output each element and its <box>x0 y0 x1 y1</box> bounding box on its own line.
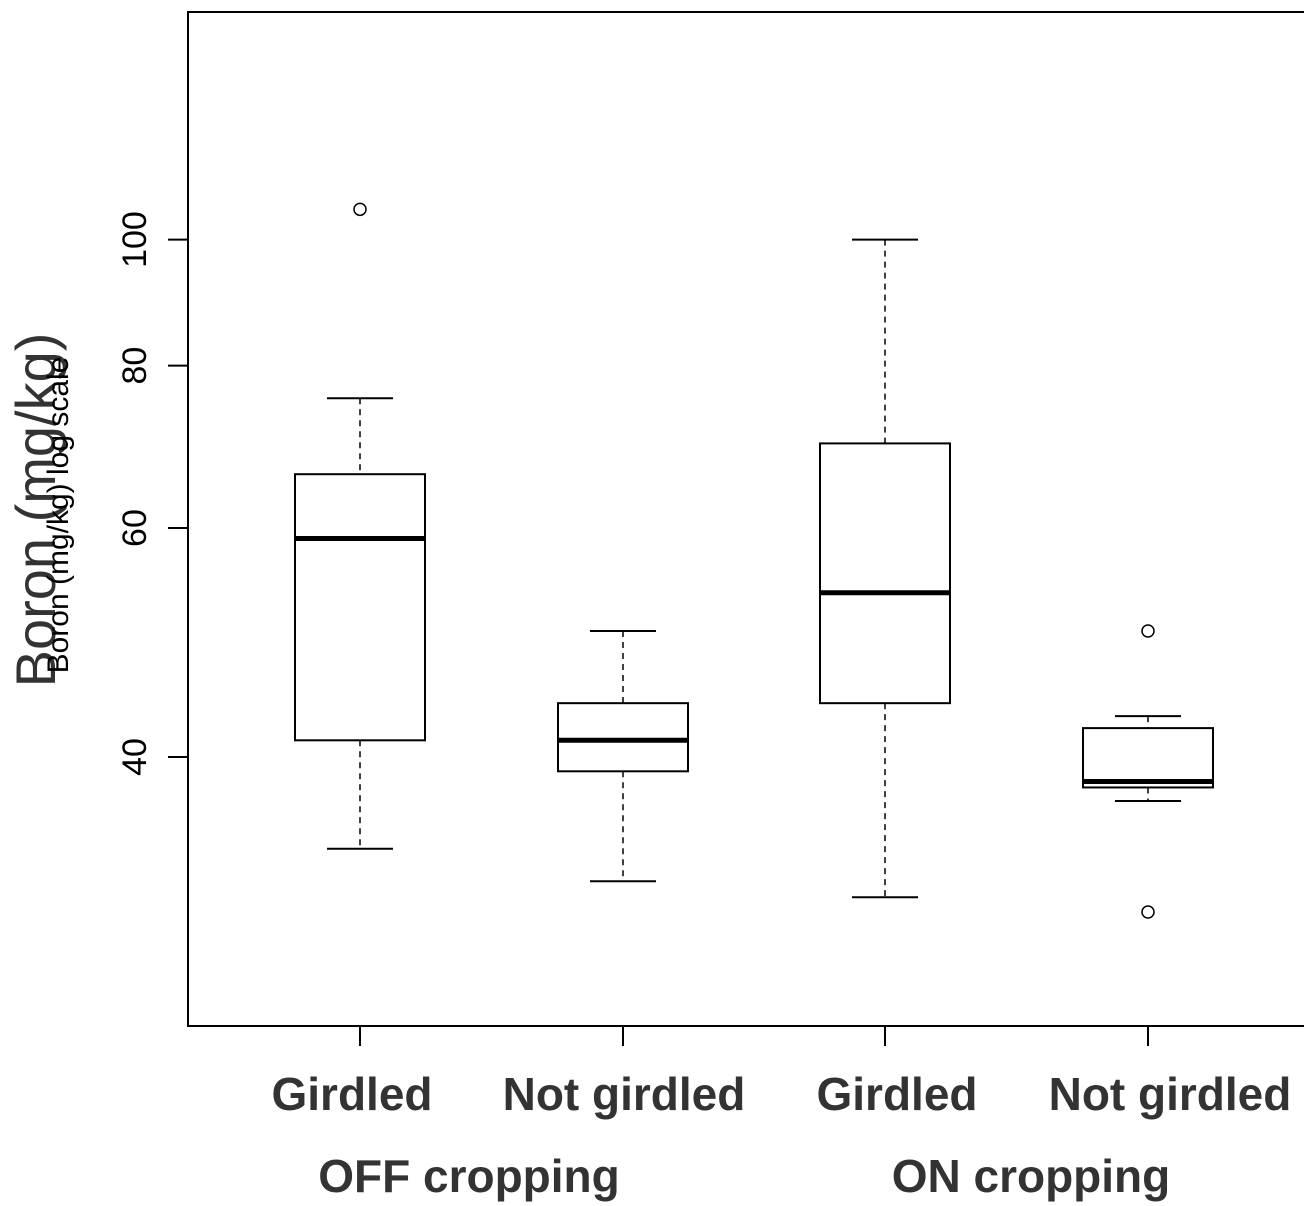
y-tick-label: 60 <box>116 509 154 547</box>
x-category-label: Girdled <box>271 1068 432 1120</box>
box-3 <box>819 238 951 899</box>
x-group-label: ON cropping <box>892 1150 1171 1202</box>
iqr-box <box>819 442 951 705</box>
outlier-point <box>1141 905 1155 919</box>
iqr-box <box>557 702 689 773</box>
x-group-label: OFF cropping <box>318 1150 620 1202</box>
x-category-label: Girdled <box>816 1068 977 1120</box>
y-tick-label: 100 <box>116 211 154 268</box>
y-axis-label-overlay: Boron (mg/kg) log scale <box>42 357 75 674</box>
y-tick-label: 40 <box>116 738 154 776</box>
iqr-box <box>294 473 426 742</box>
x-category-label: Not girdled <box>503 1068 746 1120</box>
y-axis: 40 60 80 100 <box>116 98 189 776</box>
outlier-point <box>1141 624 1155 638</box>
x-axis: Girdled Not girdled Girdled Not girdled OFF … <box>271 1025 1292 1202</box>
boxes-layer <box>294 202 1214 919</box>
x-category-label: Not girdled <box>1049 1068 1292 1120</box>
iqr-box <box>1082 727 1214 789</box>
box-2 <box>557 629 689 883</box>
box-1 <box>294 202 426 850</box>
y-axis-label: Boron (mg/kg) <box>4 333 67 688</box>
y-tick-label: 80 <box>116 347 154 385</box>
box-4 <box>1082 624 1214 919</box>
outlier-point <box>353 202 367 217</box>
